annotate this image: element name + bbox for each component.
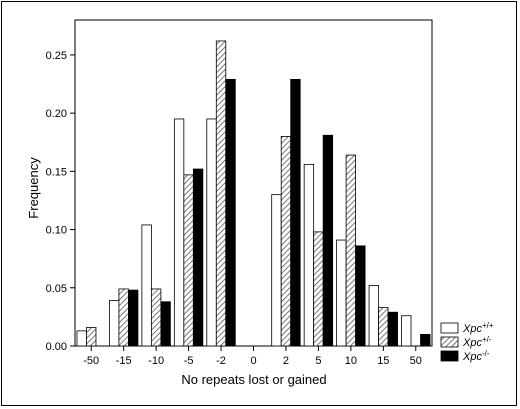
bar-black <box>387 311 398 347</box>
bar-black <box>322 134 334 347</box>
bar-hatch <box>150 288 162 347</box>
bar-white <box>271 194 282 347</box>
bar-hatch <box>215 40 227 347</box>
bar-hatch <box>345 154 357 347</box>
bar-white <box>206 118 217 347</box>
bar-white <box>76 330 87 347</box>
legend-label: Xpc-/- <box>462 349 490 363</box>
bar-black <box>225 78 236 347</box>
legend-swatch <box>440 336 459 348</box>
x-axis-label: No repeats lost or gained <box>181 372 326 387</box>
bar-white <box>401 315 412 347</box>
x-tick-label: 15 <box>377 355 389 367</box>
bar-black <box>160 301 171 347</box>
legend: Xpc+/+Xpc+/-Xpc-/- <box>440 321 494 363</box>
y-tick-label: 0.05 <box>46 283 67 295</box>
legend-label: Xpc+/+ <box>462 321 494 335</box>
bar-hatch <box>86 326 97 347</box>
y-tick-label: 0.10 <box>46 225 67 237</box>
legend-swatch <box>440 322 459 334</box>
bar-black <box>420 333 431 347</box>
legend-label: Xpc+/- <box>462 335 492 349</box>
bar-hatch <box>313 231 324 347</box>
bar-white <box>109 300 120 347</box>
x-tick-label: 50 <box>410 355 422 367</box>
bar-black <box>128 289 139 347</box>
y-tick-label: 0.20 <box>46 108 67 120</box>
x-tick-label: 0 <box>250 355 256 367</box>
x-tick-label: -10 <box>148 355 164 367</box>
x-tick-label: 10 <box>345 355 357 367</box>
y-axis-label: Frequency <box>26 157 41 219</box>
bar-hatch <box>118 288 129 347</box>
bar-hatch <box>183 174 194 347</box>
bar-white <box>173 118 185 347</box>
bar-hatch <box>280 136 292 347</box>
x-tick-label: -5 <box>184 355 194 367</box>
x-tick-label: -2 <box>216 355 226 367</box>
x-tick-label: -50 <box>83 355 99 367</box>
y-tick-label: 0.15 <box>46 166 67 178</box>
x-tick-label: -15 <box>116 355 132 367</box>
bar-white <box>336 239 347 347</box>
y-tick-label: 0.00 <box>46 341 67 353</box>
bar-white <box>141 224 152 347</box>
legend-swatch <box>440 350 459 362</box>
x-tick-label: 5 <box>315 355 321 367</box>
bar-black <box>355 245 366 347</box>
x-tick-label: 2 <box>283 355 289 367</box>
bar-black <box>192 168 204 347</box>
bar-white <box>303 163 315 347</box>
y-tick-label: 0.25 <box>46 50 67 62</box>
bar-black <box>290 78 301 347</box>
bar-hatch <box>378 307 389 347</box>
bar-white <box>368 285 379 347</box>
